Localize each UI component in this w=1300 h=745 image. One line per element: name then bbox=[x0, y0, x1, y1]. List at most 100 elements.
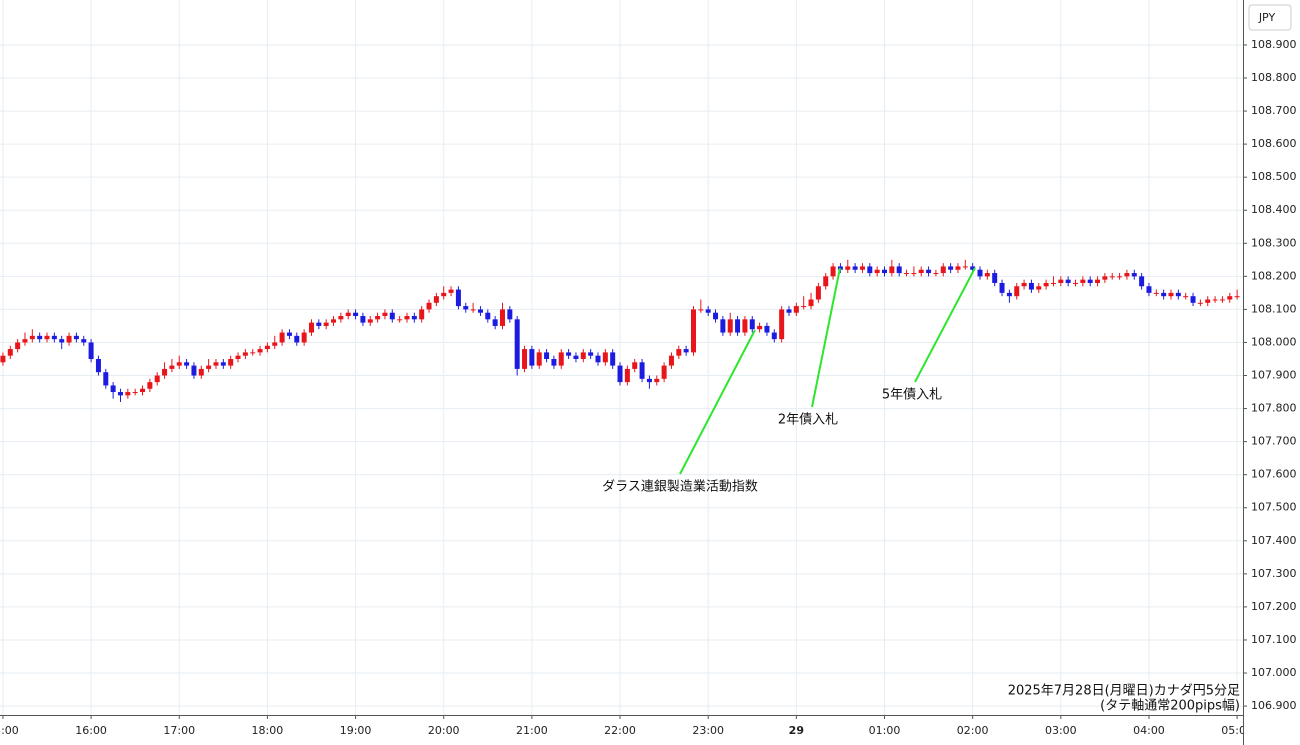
candle-body bbox=[1028, 282, 1034, 290]
candle-body bbox=[206, 365, 212, 369]
candle-body bbox=[29, 335, 35, 340]
y-tick-label: 107.400 bbox=[1251, 534, 1297, 547]
candle-body bbox=[977, 269, 983, 277]
candle-body bbox=[470, 309, 476, 311]
candle-body bbox=[654, 378, 660, 383]
y-tick-label: 107.200 bbox=[1251, 600, 1297, 613]
candle-body bbox=[690, 309, 696, 353]
y-tick-label: 108.300 bbox=[1251, 236, 1297, 249]
candle-body bbox=[125, 392, 131, 396]
candle-body bbox=[1043, 282, 1049, 287]
candle-body bbox=[896, 266, 902, 274]
candle-body bbox=[279, 332, 285, 343]
x-tick-label: 15:00 bbox=[0, 724, 19, 737]
candle-body bbox=[1227, 296, 1233, 300]
y-tick-label: 107.800 bbox=[1251, 402, 1297, 415]
candle-body bbox=[191, 365, 197, 376]
annotation-text: 2年債入札 bbox=[778, 413, 838, 428]
candle-body bbox=[580, 352, 586, 359]
candle-body bbox=[661, 365, 667, 379]
chart-note: (タテ軸通常200pips幅) bbox=[1100, 699, 1240, 714]
candle-body bbox=[184, 362, 190, 366]
candle-body bbox=[1153, 292, 1159, 294]
x-tick-label: 21:00 bbox=[516, 724, 548, 737]
candle-body bbox=[852, 266, 858, 270]
x-tick-label: 22:00 bbox=[604, 724, 636, 737]
candle-body bbox=[338, 316, 344, 320]
candle-body bbox=[808, 299, 814, 307]
candle-body bbox=[617, 365, 623, 383]
candle-body bbox=[683, 349, 689, 353]
y-tick-label: 108.800 bbox=[1251, 71, 1297, 84]
y-tick-label: 107.900 bbox=[1251, 369, 1297, 382]
candle-body bbox=[639, 362, 645, 379]
candle-body bbox=[198, 368, 204, 376]
y-tick-label: 108.500 bbox=[1251, 170, 1297, 183]
candle-body bbox=[1219, 299, 1225, 301]
candle-body bbox=[551, 358, 557, 366]
candle-body bbox=[771, 332, 777, 340]
candle-body bbox=[235, 355, 241, 359]
candle-body bbox=[51, 335, 57, 340]
candle-body bbox=[81, 339, 87, 343]
plot-area bbox=[0, 259, 1240, 402]
candle-body bbox=[1073, 282, 1079, 284]
candle-body bbox=[705, 309, 711, 313]
candle-body bbox=[624, 368, 630, 383]
candle-body bbox=[308, 322, 314, 333]
candle-body bbox=[455, 289, 461, 307]
candle-body bbox=[918, 269, 924, 274]
x-tick-label: 16:00 bbox=[75, 724, 107, 737]
y-tick-label: 108.900 bbox=[1251, 38, 1297, 51]
candle-body bbox=[477, 309, 483, 313]
candle-body bbox=[507, 309, 513, 320]
y-axis-panel bbox=[1243, 0, 1300, 745]
candle-body bbox=[323, 322, 329, 326]
candle-body bbox=[536, 352, 542, 366]
candle-body bbox=[573, 355, 579, 359]
annotation-line bbox=[811, 267, 841, 408]
y-tick-label: 108.700 bbox=[1251, 104, 1297, 117]
candle-body bbox=[15, 342, 21, 350]
candle-body bbox=[602, 352, 608, 363]
candle-body bbox=[698, 309, 704, 311]
x-tick-label: 02:00 bbox=[957, 724, 989, 737]
candle-body bbox=[881, 269, 887, 274]
candle-body bbox=[749, 319, 755, 330]
y-axis: 106.900 107.000 107.100 107.200 107.300 107.4… bbox=[1243, 38, 1297, 712]
candle-body bbox=[955, 266, 961, 270]
y-tick-label: 107.700 bbox=[1251, 435, 1297, 448]
candle-body bbox=[257, 349, 263, 353]
candle-body bbox=[419, 309, 425, 320]
annotation-text: 5年債入札 bbox=[882, 388, 942, 403]
candle-body bbox=[874, 269, 880, 274]
x-tick-label: 19:00 bbox=[340, 724, 372, 737]
chart-note: 2025年7月28日(月曜日)カナダ円5分足 bbox=[1008, 684, 1240, 699]
candle-body bbox=[837, 266, 843, 270]
candle-body bbox=[360, 316, 366, 323]
candle-body bbox=[867, 266, 873, 274]
candle-body bbox=[999, 282, 1005, 293]
candle-body bbox=[1080, 279, 1086, 283]
candle-body bbox=[1146, 286, 1152, 293]
candle-body bbox=[676, 349, 682, 356]
candle-body bbox=[735, 319, 741, 333]
y-tick-label: 107.600 bbox=[1251, 468, 1297, 481]
candle-body bbox=[764, 325, 770, 333]
candle-body bbox=[1234, 296, 1240, 298]
candle-body bbox=[59, 339, 65, 343]
candle-body bbox=[331, 319, 337, 323]
y-tick-label: 108.400 bbox=[1251, 203, 1297, 216]
candle-body bbox=[904, 273, 910, 275]
candle-body bbox=[1006, 292, 1012, 297]
candle-body bbox=[110, 385, 116, 393]
candle-body bbox=[845, 266, 851, 270]
candle-body bbox=[830, 266, 836, 277]
y-tick-label: 107.500 bbox=[1251, 501, 1297, 514]
candle-body bbox=[522, 349, 528, 369]
candle-body bbox=[441, 292, 447, 297]
candle-body bbox=[668, 355, 674, 366]
candle-body bbox=[301, 332, 307, 343]
candle-body bbox=[492, 319, 498, 326]
